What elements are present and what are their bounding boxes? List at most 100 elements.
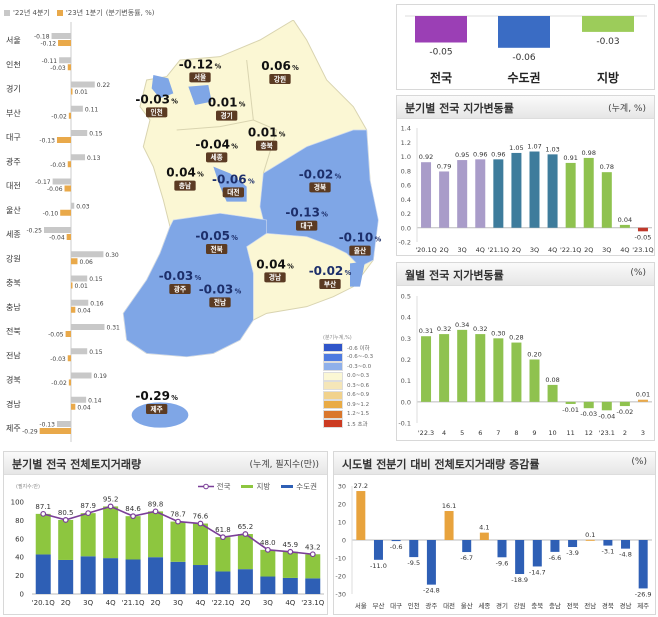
bar-capital	[305, 578, 321, 594]
point-total	[264, 546, 271, 553]
data-label: 0.15	[89, 131, 103, 138]
data-label: 0.31	[106, 325, 120, 332]
x-tick-label: 광주	[425, 602, 437, 610]
bar-q1	[71, 282, 73, 289]
bar-q4	[51, 33, 71, 39]
x-tick-label: 3Q	[602, 246, 611, 254]
bar-q1	[60, 209, 71, 216]
y-tick-label: 0.4	[401, 196, 411, 204]
x-tick-label: 전남	[584, 601, 596, 610]
bar	[457, 329, 468, 402]
map-legend-item: 0.6~0.9	[323, 390, 373, 401]
data-label: -6.7	[460, 554, 473, 562]
quarterly-unit: (누계, %)	[608, 104, 646, 114]
region-label: 세종	[6, 230, 21, 239]
data-label: -0.11	[42, 58, 58, 65]
bar	[421, 162, 432, 228]
region-label: 제주	[6, 424, 21, 433]
data-label: 87.9	[80, 502, 96, 510]
data-label: -3.1	[602, 548, 615, 556]
data-label: 1.05	[509, 144, 523, 152]
data-label: -0.03	[50, 356, 66, 363]
region-label-box	[169, 284, 191, 294]
region-label: 광주	[6, 156, 21, 166]
data-label: -0.10	[43, 210, 59, 217]
data-label: 1.03	[545, 145, 559, 153]
data-label: -0.17	[35, 179, 51, 186]
region-label-box	[189, 72, 211, 83]
region-label-box	[264, 272, 286, 283]
bar-regional	[103, 506, 119, 559]
legend-label: -0.3~0.0	[347, 363, 372, 370]
legend-swatch	[323, 400, 343, 410]
data-label: 61.8	[215, 526, 231, 534]
bar	[475, 334, 486, 402]
data-label: 0.14	[88, 397, 102, 404]
bar	[532, 540, 542, 567]
map-legend-item: 1.2~1.5	[323, 409, 373, 420]
volume-y-unit: (필지수:만)	[16, 484, 40, 490]
region-label-box	[209, 297, 231, 308]
region-label: 서울	[6, 36, 21, 45]
bar	[619, 224, 630, 228]
bar-regional	[260, 549, 276, 577]
region-label-box	[146, 107, 168, 118]
x-tick-label: 4Q	[195, 599, 205, 607]
map-region-seoul	[188, 85, 212, 105]
y-tick-label: -20	[335, 573, 346, 581]
region-label-box	[296, 220, 318, 231]
map-value-number: -0.05	[195, 229, 230, 243]
data-label: 0.06	[79, 259, 93, 266]
point-total	[130, 513, 136, 520]
data-label: 0.30	[491, 329, 505, 337]
bar-regional	[282, 551, 298, 578]
quarterly-panel: 분기별 전국 지가변동률 (누계, %) -0.2 0.0 0.2 0.4 0.6 0.8…	[396, 95, 655, 256]
bar-q1	[56, 137, 71, 143]
y-tick-label: 20	[15, 572, 24, 580]
data-label: 4.1	[479, 524, 489, 532]
data-label: -0.01	[562, 406, 579, 414]
summary-chart: -0.05 전국 -0.06 수도권 -0.03 지방	[405, 15, 647, 85]
x-tick-label: 5	[460, 429, 464, 437]
bar-capital	[148, 557, 164, 594]
data-label: -0.03	[50, 162, 66, 169]
x-tick-label: 전북	[567, 601, 579, 610]
region-label: 충남	[6, 303, 21, 312]
x-tick-label: 강원	[514, 601, 526, 610]
map-value-unit: %	[195, 274, 202, 282]
legend-swatch	[323, 390, 343, 400]
bar-0	[415, 16, 467, 43]
map-value-number: -0.04	[195, 137, 230, 151]
data-label: -0.02	[51, 113, 67, 120]
point-total	[40, 510, 47, 517]
map-value-4: 0.01%	[248, 126, 286, 140]
x-tick-label: 세종	[478, 601, 490, 610]
monthly-chart: -0.1 0.0 0.1 0.2 0.3 0.4 0.5 0.31 '22.3 0.32 4 0.34…	[398, 293, 652, 437]
legend-swatch	[323, 409, 343, 419]
bar-regional	[170, 521, 186, 562]
map-value-0: -0.12%	[179, 57, 222, 71]
region-label-box	[206, 244, 228, 254]
legend-label: 1.5 초과	[347, 421, 368, 428]
bar-regional	[35, 513, 51, 555]
x-tick-label: 2Q	[61, 599, 71, 607]
map-value-unit: %	[239, 101, 246, 109]
map-value-number: -0.03	[135, 92, 170, 106]
map-value-unit: %	[375, 236, 382, 244]
volume-title: 분기별 전국 전체토지거래량	[12, 458, 142, 471]
y-tick-label: 0.5	[401, 293, 411, 301]
y-tick-label: 0	[342, 537, 346, 545]
x-tick-label: '20.1Q	[32, 599, 56, 607]
region-label: 부산	[6, 108, 21, 118]
map-value-unit: %	[235, 287, 242, 295]
y-tick-label: 0.8	[401, 167, 411, 175]
region-label: 경기	[6, 84, 21, 94]
x-tick-label: 2	[623, 429, 627, 437]
region-label: 전북	[211, 244, 223, 253]
x-tick-label: '22.1Q	[211, 599, 235, 607]
data-label: -0.06	[47, 186, 63, 193]
y-tick-label: 0	[20, 591, 24, 599]
data-label: 0.32	[473, 325, 487, 333]
map-value-16: -0.29%	[135, 389, 178, 403]
bar	[493, 159, 504, 228]
